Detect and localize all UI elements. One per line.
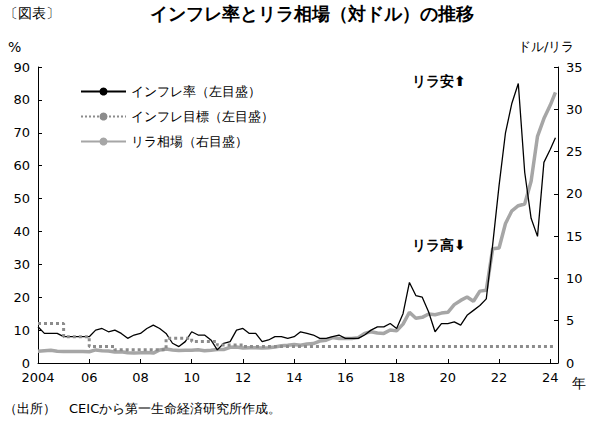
svg-text:40: 40 [13, 224, 30, 239]
svg-text:0: 0 [566, 356, 574, 371]
svg-text:10: 10 [566, 271, 583, 286]
svg-text:5: 5 [566, 313, 574, 328]
svg-text:18: 18 [388, 370, 405, 385]
svg-text:14: 14 [286, 370, 303, 385]
svg-text:インフレ率（左目盛）: インフレ率（左目盛） [131, 84, 261, 99]
svg-text:90: 90 [13, 60, 30, 75]
svg-text:35: 35 [566, 60, 583, 75]
svg-text:06: 06 [81, 370, 98, 385]
svg-text:%: % [8, 39, 21, 55]
svg-text:60: 60 [13, 158, 30, 173]
svg-text:インフレ目標（左目盛）: インフレ目標（左目盛） [131, 109, 274, 124]
svg-text:24: 24 [542, 370, 559, 385]
svg-text:〔図表〕: 〔図表〕 [4, 5, 60, 21]
svg-text:インフレ率とリラ相場（対ドル）の推移: インフレ率とリラ相場（対ドル）の推移 [150, 3, 474, 24]
svg-text:リラ安⬆: リラ安⬆ [412, 73, 466, 89]
svg-text:0: 0 [22, 356, 30, 371]
svg-text:10: 10 [183, 370, 200, 385]
svg-text:12: 12 [235, 370, 252, 385]
svg-text:リラ高⬇: リラ高⬇ [412, 237, 466, 253]
svg-text:30: 30 [566, 102, 583, 117]
svg-text:16: 16 [337, 370, 354, 385]
svg-text:15: 15 [566, 229, 583, 244]
svg-text:08: 08 [132, 370, 149, 385]
svg-text:（出所） CEICから第一生命経済研究所作成。: （出所） CEICから第一生命経済研究所作成。 [4, 401, 281, 416]
svg-text:2004: 2004 [21, 370, 54, 385]
svg-text:70: 70 [13, 125, 30, 140]
svg-text:50: 50 [13, 191, 30, 206]
svg-text:80: 80 [13, 92, 30, 107]
svg-text:25: 25 [566, 144, 583, 159]
svg-text:10: 10 [13, 323, 30, 338]
svg-text:20: 20 [440, 370, 457, 385]
svg-text:リラ相場（右目盛）: リラ相場（右目盛） [131, 134, 248, 149]
svg-text:30: 30 [13, 257, 30, 272]
svg-text:20: 20 [13, 290, 30, 305]
svg-text:22: 22 [491, 370, 508, 385]
svg-text:ドル/リラ: ドル/リラ [518, 39, 574, 54]
svg-text:20: 20 [566, 186, 583, 201]
svg-text:年: 年 [572, 375, 586, 391]
